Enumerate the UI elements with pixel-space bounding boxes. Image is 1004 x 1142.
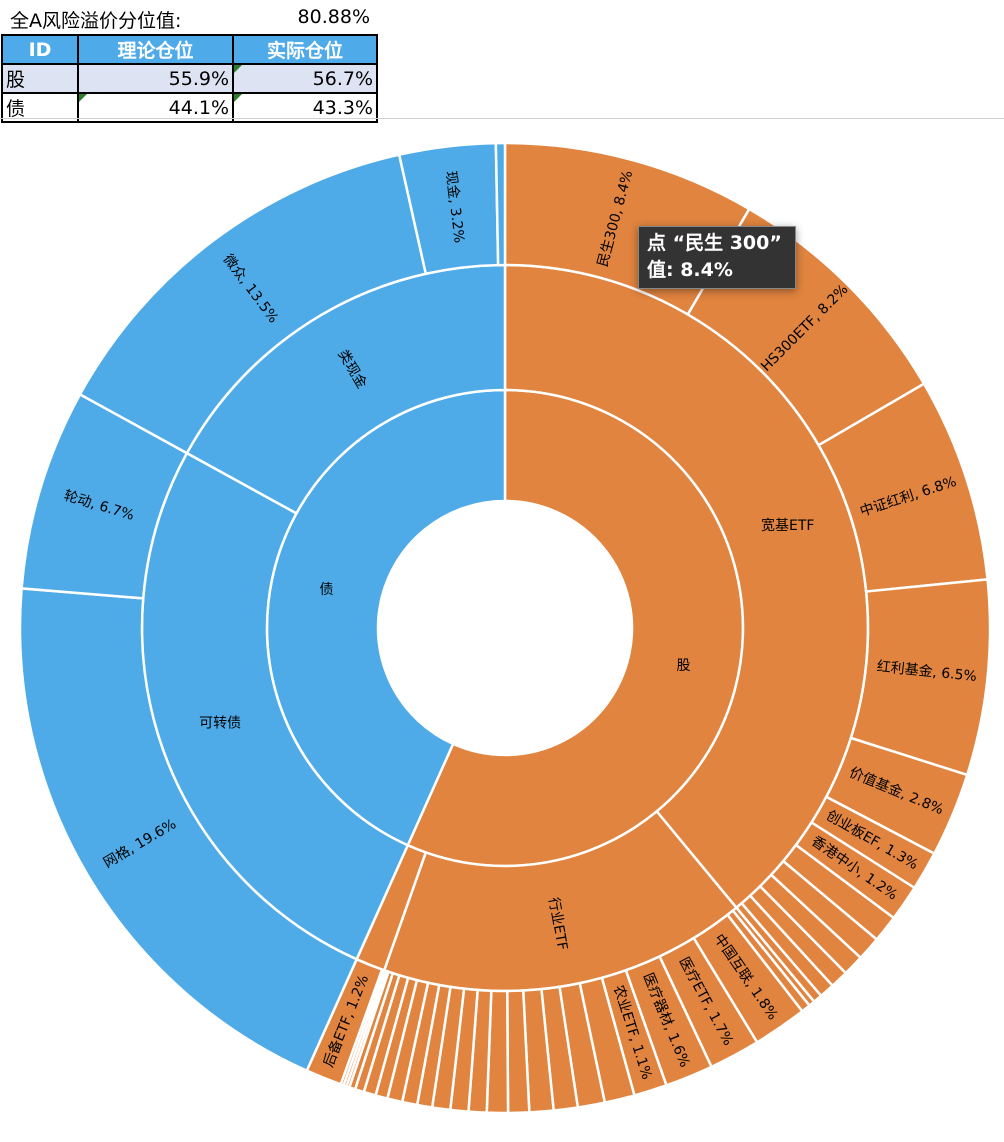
table-row: 债 44.1% 43.3% [1,92,378,123]
cell-id[interactable]: 股 [1,63,79,94]
cell-actual[interactable]: 56.7% [232,63,378,94]
cell-id[interactable]: 债 [1,92,79,123]
col-actual[interactable]: 实际仓位 [232,34,378,65]
tooltip-value: 值: 8.4% [647,259,733,281]
cell-warning-marker [234,65,242,73]
chart-tooltip: 点 “民生 300” 值: 8.4% [638,226,796,289]
tooltip-point: 点 “民生 300” [647,232,782,254]
risk-premium-value[interactable]: 80.88% [297,6,370,28]
cell-theory[interactable]: 44.1% [77,92,234,123]
segment-category-label: 可转债 [199,716,241,732]
position-table: ID 理论仓位 实际仓位 股 55.9% 56.7% 债 44.1% 43.3% [1,34,378,123]
col-id[interactable]: ID [1,34,79,65]
col-theory[interactable]: 理论仓位 [77,34,234,65]
segment-category-label: 宽基ETF [761,517,814,534]
sheet-gridline [0,118,1004,119]
risk-premium-label: 全A风险溢价分位值: [10,10,182,32]
cell-actual-value: 56.7% [312,67,373,90]
segment-category-label: 股 [676,658,690,674]
table-row: 股 55.9% 56.7% [1,63,378,94]
risk-premium-row: 全A风险溢价分位值: 80.88% [0,0,376,34]
segment-category-label: 债 [320,582,334,598]
cell-theory-value: 44.1% [168,96,229,119]
cell-actual[interactable]: 43.3% [232,92,378,123]
cell-theory[interactable]: 55.9% [77,63,234,94]
cell-warning-marker [234,94,242,102]
table-header-row: ID 理论仓位 实际仓位 [1,34,378,65]
cell-warning-marker [79,94,87,102]
sunburst-segment[interactable] [494,141,507,267]
cell-actual-value: 43.3% [312,96,373,119]
